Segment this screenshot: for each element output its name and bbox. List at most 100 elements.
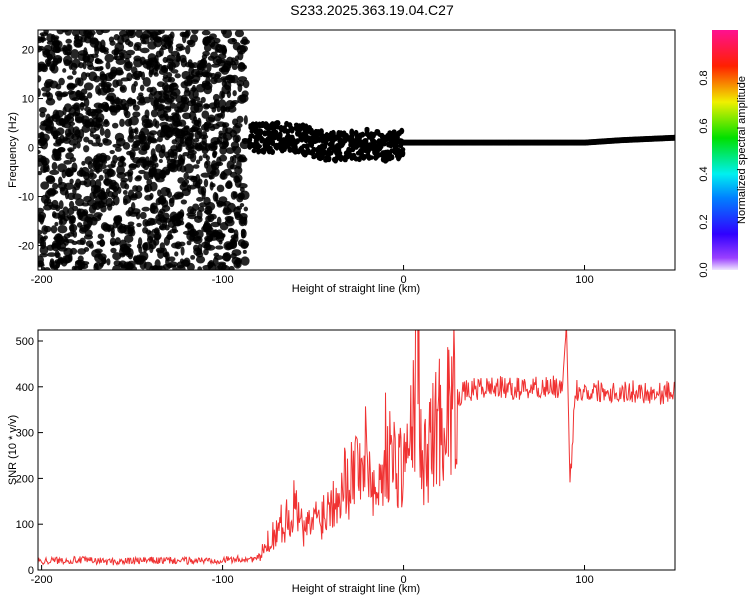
noise-blob bbox=[131, 83, 137, 94]
noise-blob bbox=[200, 57, 207, 66]
noise-blob bbox=[183, 172, 189, 180]
noise-blob bbox=[94, 185, 102, 193]
noise-blob bbox=[52, 182, 59, 190]
spectral-band-cell bbox=[338, 154, 344, 163]
noise-blob bbox=[240, 228, 246, 235]
noise-blob bbox=[191, 62, 199, 69]
noise-blob bbox=[125, 245, 131, 256]
noise-blob bbox=[87, 64, 95, 71]
noise-blob bbox=[124, 183, 130, 190]
noise-blob bbox=[54, 149, 62, 154]
noise-blob bbox=[162, 106, 172, 113]
noise-blob bbox=[138, 148, 148, 156]
noise-blob bbox=[70, 49, 80, 59]
noise-blob bbox=[205, 215, 212, 223]
noise-blob bbox=[218, 67, 223, 73]
noise-blob bbox=[213, 99, 218, 108]
noise-blob bbox=[175, 142, 182, 153]
noise-blob bbox=[153, 61, 159, 70]
noise-blob bbox=[198, 134, 209, 140]
noise-blob bbox=[93, 75, 101, 83]
noise-blob bbox=[147, 137, 157, 143]
noise-blob bbox=[119, 252, 126, 258]
noise-blob bbox=[51, 152, 61, 161]
noise-blob bbox=[243, 206, 249, 212]
noise-blob bbox=[83, 136, 90, 143]
noise-blob bbox=[180, 199, 188, 205]
spectral-band-cell bbox=[289, 126, 295, 134]
noise-blob bbox=[77, 255, 84, 262]
spectral-band-cell bbox=[251, 148, 257, 154]
noise-blob bbox=[233, 145, 242, 155]
noise-blob bbox=[105, 187, 111, 194]
noise-blob bbox=[83, 195, 92, 203]
noise-blob bbox=[162, 76, 172, 83]
noise-blob bbox=[220, 170, 226, 180]
noise-blob bbox=[78, 62, 84, 69]
noise-blob bbox=[87, 172, 97, 180]
noise-blob bbox=[181, 33, 187, 44]
noise-blob bbox=[234, 122, 243, 129]
noise-blob bbox=[98, 191, 107, 201]
noise-blob bbox=[225, 180, 233, 189]
x-tick-label: 100 bbox=[575, 274, 593, 286]
chart-title: S233.2025.363.19.04.C27 bbox=[290, 2, 454, 18]
noise-blob bbox=[220, 30, 227, 35]
noise-blob bbox=[153, 99, 159, 106]
noise-blob bbox=[234, 166, 243, 175]
noise-blob bbox=[139, 47, 150, 54]
noise-blob bbox=[123, 261, 133, 269]
noise-blob bbox=[189, 184, 197, 190]
noise-blob bbox=[71, 30, 81, 37]
noise-blob bbox=[76, 169, 87, 177]
colorbar-tick-label: 0.6 bbox=[698, 118, 710, 133]
x-tick-label: 100 bbox=[575, 574, 593, 586]
noise-blob bbox=[112, 221, 118, 229]
noise-blob bbox=[120, 177, 129, 183]
noise-blob bbox=[149, 205, 159, 215]
noise-blob bbox=[68, 125, 75, 135]
noise-blob bbox=[227, 202, 236, 213]
top-ylabel: Frequency (Hz) bbox=[7, 112, 19, 188]
noise-blob bbox=[201, 110, 210, 119]
noise-blob bbox=[40, 239, 45, 247]
noise-blob bbox=[88, 243, 94, 249]
noise-blob bbox=[114, 42, 125, 52]
noise-blob bbox=[91, 160, 101, 171]
noise-blob bbox=[81, 124, 91, 133]
noise-blob bbox=[242, 216, 248, 222]
noise-blob bbox=[51, 161, 58, 171]
noise-blob bbox=[91, 109, 99, 120]
noise-blob bbox=[114, 237, 121, 245]
noise-blob bbox=[186, 100, 197, 107]
noise-blob bbox=[72, 205, 79, 212]
noise-blob bbox=[189, 233, 195, 242]
noise-blob bbox=[143, 171, 151, 181]
noise-blob bbox=[87, 139, 94, 145]
noise-blob bbox=[84, 106, 92, 112]
noise-blob bbox=[100, 205, 107, 213]
noise-blob bbox=[205, 201, 216, 211]
noise-blob bbox=[136, 94, 145, 101]
noise-blob bbox=[39, 245, 49, 255]
noise-blob bbox=[111, 181, 120, 192]
noise-blob bbox=[163, 97, 173, 105]
noise-blob bbox=[139, 84, 145, 92]
noise-blob bbox=[119, 118, 125, 128]
noise-blob bbox=[99, 45, 106, 54]
noise-blob bbox=[169, 228, 179, 234]
noise-blob bbox=[132, 111, 141, 118]
noise-blob bbox=[211, 106, 217, 113]
noise-blob bbox=[180, 246, 185, 256]
noise-blob bbox=[161, 166, 171, 175]
noise-blob bbox=[197, 178, 203, 185]
noise-blob bbox=[162, 124, 170, 135]
spectral-band-cell bbox=[368, 155, 374, 160]
spectral-band-cell bbox=[326, 155, 332, 163]
noise-blob bbox=[109, 87, 115, 93]
noise-blob bbox=[132, 104, 140, 111]
noise-blob bbox=[72, 230, 78, 238]
noise-blob bbox=[237, 76, 248, 82]
noise-blob bbox=[38, 75, 42, 83]
noise-blob bbox=[172, 151, 178, 160]
